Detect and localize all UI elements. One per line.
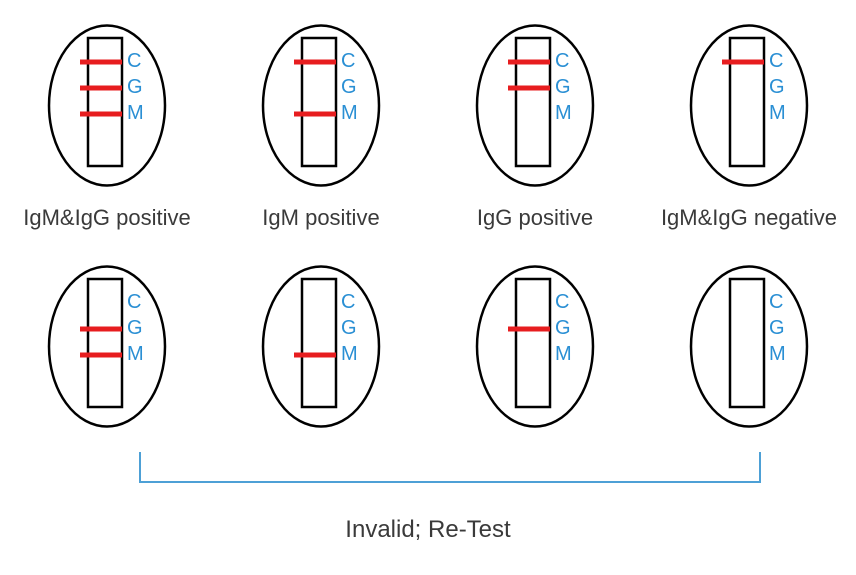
cassette-graphic: CGM — [251, 18, 391, 193]
marker-labels: CGM — [555, 292, 572, 370]
test-strip — [516, 279, 550, 407]
marker-label-m: M — [769, 103, 786, 129]
cassette-inv-g: CGM — [435, 259, 635, 434]
test-strip — [88, 38, 122, 166]
cassette-graphic: CGM — [679, 18, 819, 193]
marker-labels: CGM — [769, 51, 786, 129]
marker-label-m: M — [769, 344, 786, 370]
marker-labels: CGM — [555, 51, 572, 129]
result-caption: IgG positive — [477, 205, 593, 231]
marker-label-m: M — [127, 103, 144, 129]
cassette-svg — [251, 259, 391, 434]
marker-labels: CGM — [127, 51, 144, 129]
test-strip — [730, 38, 764, 166]
marker-label-c: C — [127, 51, 144, 77]
bracket-svg — [0, 450, 856, 490]
diagram-canvas: CGMIgM&IgG positiveCGMIgM positiveCGMIgG… — [0, 0, 856, 575]
test-strip — [730, 279, 764, 407]
row-invalid-results: CGMCGMCGMCGM — [0, 231, 856, 434]
marker-label-m: M — [341, 344, 358, 370]
cassette-svg — [679, 18, 819, 193]
marker-labels: CGM — [769, 292, 786, 370]
row-valid-results: CGMIgM&IgG positiveCGMIgM positiveCGMIgG… — [0, 0, 856, 231]
cassette-graphic: CGM — [679, 259, 819, 434]
marker-label-g: G — [555, 77, 572, 103]
marker-label-m: M — [555, 103, 572, 129]
cassette-graphic: CGM — [465, 18, 605, 193]
marker-label-g: G — [769, 77, 786, 103]
marker-label-m: M — [127, 344, 144, 370]
result-caption: IgM positive — [262, 205, 379, 231]
marker-labels: CGM — [341, 292, 358, 370]
marker-label-c: C — [127, 292, 144, 318]
marker-label-g: G — [127, 77, 144, 103]
marker-label-m: M — [341, 103, 358, 129]
marker-label-g: G — [769, 318, 786, 344]
cassette-svg — [465, 259, 605, 434]
marker-label-c: C — [341, 292, 358, 318]
result-caption: IgM&IgG negative — [661, 205, 837, 231]
test-strip — [516, 38, 550, 166]
marker-label-g: G — [341, 318, 358, 344]
cassette-graphic: CGM — [465, 259, 605, 434]
marker-labels: CGM — [127, 292, 144, 370]
test-strip — [302, 38, 336, 166]
invalid-bracket — [0, 450, 856, 490]
cassette-neg-igm-igg: CGM IgM&IgG negative — [649, 18, 849, 231]
cassette-inv-none: CGM — [649, 259, 849, 434]
cassette-graphic: CGM — [251, 259, 391, 434]
cassette-svg — [37, 259, 177, 434]
marker-label-g: G — [127, 318, 144, 344]
marker-label-c: C — [555, 51, 572, 77]
cassette-inv-gm: CGM — [7, 259, 207, 434]
test-strip — [88, 279, 122, 407]
cassette-graphic: CGM — [37, 18, 177, 193]
marker-label-m: M — [555, 344, 572, 370]
cassette-svg — [465, 18, 605, 193]
marker-label-c: C — [555, 292, 572, 318]
marker-labels: CGM — [341, 51, 358, 129]
cassette-inv-m: CGM — [221, 259, 421, 434]
marker-label-g: G — [341, 77, 358, 103]
rows-container: CGMIgM&IgG positiveCGMIgM positiveCGMIgG… — [0, 0, 856, 434]
test-strip — [302, 279, 336, 407]
marker-label-c: C — [341, 51, 358, 77]
cassette-graphic: CGM — [37, 259, 177, 434]
cassette-pos-igm-igg: CGM IgM&IgG positive — [7, 18, 207, 231]
cassette-svg — [251, 18, 391, 193]
bracket-polyline — [140, 452, 760, 482]
invalid-caption: Invalid; Re-Test — [0, 516, 856, 544]
marker-label-c: C — [769, 51, 786, 77]
marker-label-g: G — [555, 318, 572, 344]
result-caption: IgM&IgG positive — [23, 205, 191, 231]
cassette-pos-igm: CGM IgM positive — [221, 18, 421, 231]
marker-label-c: C — [769, 292, 786, 318]
cassette-pos-igg: CGM IgG positive — [435, 18, 635, 231]
cassette-svg — [37, 18, 177, 193]
cassette-svg — [679, 259, 819, 434]
